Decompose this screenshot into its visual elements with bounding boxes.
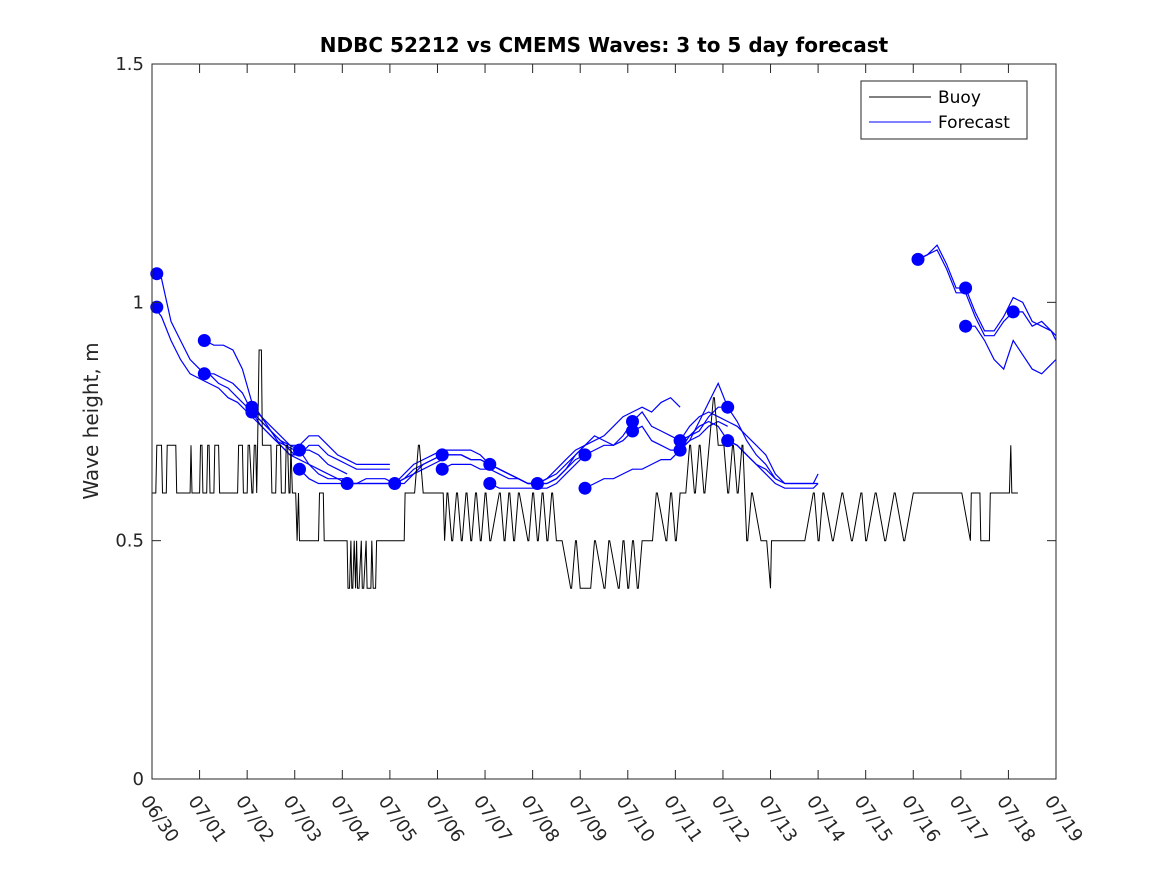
forecast-marker-8 bbox=[340, 477, 354, 490]
forecast-markers bbox=[150, 252, 1020, 495]
forecast-marker-10 bbox=[435, 448, 449, 462]
legend-box bbox=[860, 80, 1028, 140]
forecast-marker-15 bbox=[578, 448, 592, 462]
forecast-marker-25 bbox=[959, 319, 973, 333]
forecast-marker-21 bbox=[721, 400, 735, 414]
forecast-lines bbox=[153, 244, 1057, 489]
forecast-line-7 bbox=[299, 459, 443, 485]
forecast-line-23 bbox=[965, 325, 1057, 375]
forecast-line-5 bbox=[251, 411, 390, 470]
forecast-marker-13 bbox=[483, 477, 497, 490]
forecast-marker-14 bbox=[530, 477, 544, 490]
forecast-marker-7 bbox=[293, 462, 306, 476]
forecast-line-15 bbox=[584, 381, 729, 489]
y-tick-label-1: 0.5 bbox=[115, 531, 144, 552]
forecast-marker-2 bbox=[197, 334, 211, 347]
forecast-marker-0 bbox=[150, 267, 164, 281]
forecast-marker-5 bbox=[245, 405, 259, 419]
forecast-marker-24 bbox=[959, 281, 973, 295]
forecast-line-2 bbox=[204, 339, 348, 475]
buoy-line-group bbox=[152, 349, 1018, 589]
forecast-marker-22 bbox=[721, 434, 735, 448]
forecast-marker-17 bbox=[626, 415, 639, 428]
forecast-marker-11 bbox=[435, 462, 449, 476]
y-tick-label-2: 1 bbox=[133, 292, 144, 313]
forecast-line-14 bbox=[537, 396, 681, 485]
forecast-marker-9 bbox=[388, 477, 402, 490]
legend-label-buoy: Buoy bbox=[938, 88, 981, 108]
forecast-line-13 bbox=[489, 430, 633, 489]
forecast-marker-26 bbox=[1006, 305, 1020, 319]
forecast-marker-1 bbox=[150, 300, 164, 314]
forecast-marker-16 bbox=[578, 481, 592, 495]
forecast-line-4 bbox=[251, 406, 390, 465]
y-tick-label-0: 0 bbox=[133, 769, 144, 790]
legend: Buoy Forecast bbox=[860, 80, 1028, 140]
forecast-marker-6 bbox=[293, 443, 306, 457]
legend-label-forecast: Forecast bbox=[938, 113, 1010, 133]
forecast-marker-20 bbox=[673, 443, 687, 457]
forecast-marker-23 bbox=[911, 252, 925, 266]
forecast-marker-12 bbox=[483, 457, 497, 471]
chart-title: NDBC 52212 vs CMEMS Waves: 3 to 5 day fo… bbox=[320, 33, 889, 57]
plot-frame bbox=[151, 63, 1057, 780]
y-axis-label: Wave height, m bbox=[79, 342, 103, 499]
plot-area bbox=[152, 64, 1056, 779]
forecast-line-12 bbox=[489, 421, 633, 485]
buoy-line bbox=[152, 349, 1018, 589]
forecast-marker-18 bbox=[626, 424, 639, 438]
forecast-line-8 bbox=[347, 449, 491, 485]
forecast-line-22 bbox=[917, 249, 1057, 341]
forecast-line-3 bbox=[204, 373, 348, 480]
y-tick-label-3: 1.5 bbox=[115, 54, 144, 75]
forecast-marker-3 bbox=[197, 367, 211, 381]
forecast-marker-19 bbox=[673, 434, 687, 448]
